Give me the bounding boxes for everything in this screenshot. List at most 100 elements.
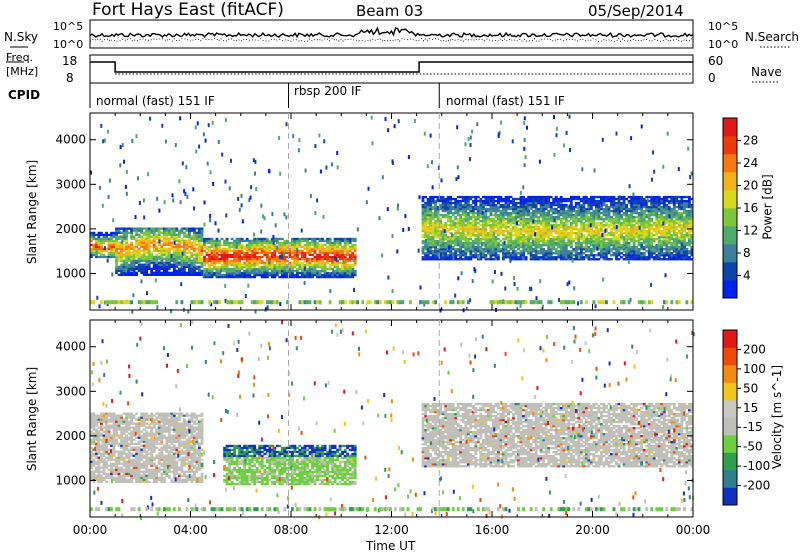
power-scatter — [492, 231, 495, 236]
power-cell — [685, 236, 689, 239]
power-cell — [426, 228, 430, 231]
power-cell — [278, 247, 282, 251]
power-cell — [672, 250, 676, 253]
power-cell — [647, 258, 651, 261]
power-cell — [157, 263, 161, 266]
power-cell — [195, 233, 199, 236]
power-cell — [667, 240, 671, 243]
power-cell — [532, 226, 536, 229]
power-cell — [157, 235, 161, 238]
power-cell — [622, 197, 626, 201]
power-cell — [484, 203, 488, 207]
power-cell — [172, 269, 176, 273]
power-cell — [688, 218, 691, 221]
power-scatter — [464, 142, 467, 147]
power-cell — [635, 248, 639, 251]
power-cell — [424, 203, 428, 207]
power-cell — [205, 275, 209, 279]
power-cell — [554, 224, 558, 227]
power-cell — [640, 195, 644, 199]
power-cell — [429, 230, 433, 233]
power-cell — [336, 251, 340, 255]
power-cell — [479, 201, 483, 205]
cpid-segment-1: normal (fast) 151 IF — [96, 94, 215, 108]
power-cell — [534, 252, 538, 255]
power-cell — [517, 214, 520, 217]
power-cell — [569, 226, 573, 229]
power-cell — [479, 238, 483, 241]
power-cell — [336, 249, 340, 253]
power-cell — [650, 218, 654, 221]
power-cell — [479, 246, 483, 249]
power-cell — [559, 201, 563, 205]
power-cell — [167, 255, 171, 258]
power-cell — [240, 267, 244, 271]
power-cell — [537, 199, 541, 203]
power-cell — [554, 218, 558, 221]
power-cell — [662, 220, 666, 223]
power-cell — [665, 254, 669, 257]
power-cell — [627, 256, 631, 259]
power-cell — [574, 205, 578, 209]
power-cell — [198, 259, 201, 262]
power-cell — [429, 203, 433, 207]
power-cell — [655, 195, 659, 199]
power-cell — [635, 205, 639, 209]
power-cell — [471, 216, 475, 219]
power-cell — [642, 222, 646, 225]
power-cell — [426, 230, 430, 233]
power-cell — [680, 240, 684, 243]
power-cell — [165, 269, 169, 273]
power-cell — [456, 238, 460, 241]
power-cell — [120, 273, 124, 277]
power-cell — [112, 239, 116, 243]
power-scatter — [107, 194, 110, 199]
power-cell — [509, 246, 513, 249]
power-cell — [509, 252, 513, 255]
power-cell — [474, 203, 478, 207]
power-cell — [590, 203, 593, 207]
power-cell — [529, 256, 533, 259]
power-cell — [205, 241, 209, 245]
power-cell — [220, 253, 224, 257]
power-cell — [574, 214, 578, 217]
power-cell — [680, 216, 684, 219]
power-cell — [160, 231, 164, 234]
power-cell — [233, 267, 237, 271]
power-cell — [497, 256, 500, 259]
power-cell — [286, 269, 289, 273]
power-cell — [431, 226, 435, 229]
power-cell — [660, 242, 664, 245]
power-cell — [625, 226, 629, 229]
power-cell — [424, 228, 428, 231]
power-cell — [499, 240, 503, 243]
power-cell — [607, 240, 611, 243]
power-cell — [688, 195, 691, 199]
power-cell — [547, 214, 551, 217]
power-cell — [92, 233, 96, 237]
power-cell — [527, 248, 531, 251]
power-cell — [642, 254, 646, 257]
power-cell — [640, 197, 644, 201]
power-cell — [557, 238, 561, 241]
power-cell — [464, 240, 468, 243]
power-cell — [316, 259, 319, 263]
power-cell — [471, 242, 475, 245]
power-cell — [476, 214, 480, 217]
power-cell — [620, 207, 623, 211]
power-cell — [690, 242, 694, 245]
power-cell — [605, 211, 608, 215]
power-cell — [150, 235, 154, 238]
power-cell — [449, 209, 453, 213]
power-cell — [564, 199, 568, 203]
power-cell — [615, 246, 618, 249]
power-cell — [637, 216, 641, 219]
power-cell — [313, 261, 317, 265]
power-cell — [434, 256, 438, 259]
power-cell — [665, 238, 669, 241]
power-cell — [542, 250, 546, 253]
power-cell — [652, 195, 656, 199]
power-cell — [130, 253, 134, 256]
power-cell — [157, 257, 161, 260]
power-cell — [610, 195, 613, 199]
